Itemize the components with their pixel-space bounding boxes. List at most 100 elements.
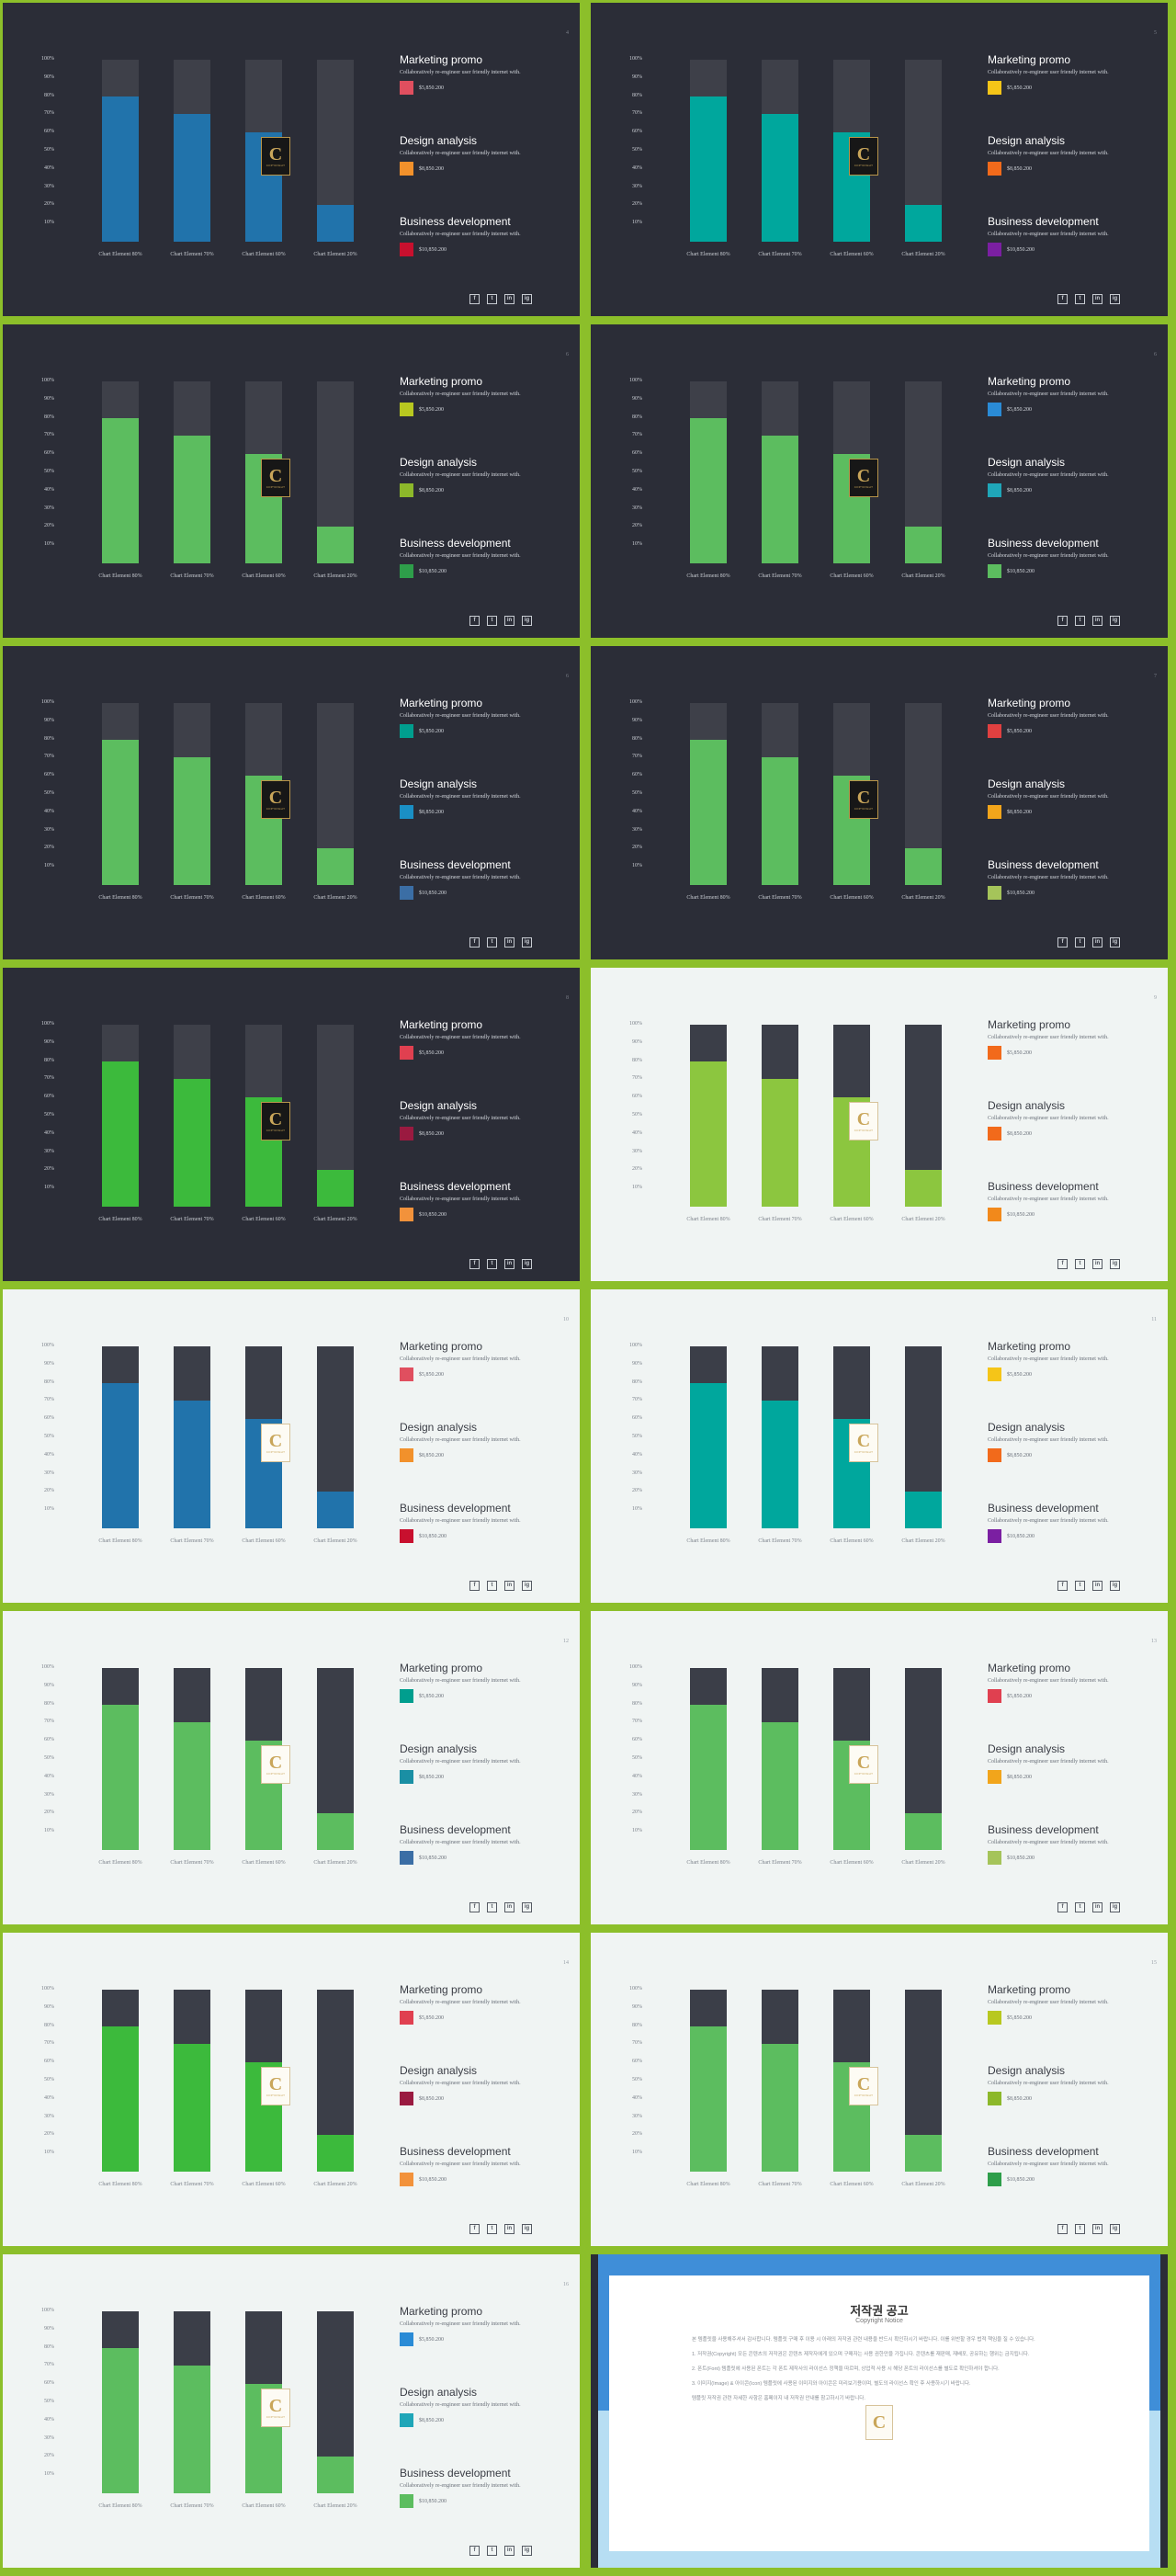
bar <box>102 60 139 242</box>
instagram-icon[interactable]: ig <box>1110 2224 1120 2234</box>
instagram-icon[interactable]: ig <box>522 1902 532 1912</box>
linkedin-icon[interactable]: in <box>504 1581 514 1591</box>
facebook-icon[interactable]: f <box>469 2546 480 2556</box>
facebook-icon[interactable]: f <box>469 1902 480 1912</box>
legend-title: Marketing promo <box>988 53 1071 66</box>
instagram-icon[interactable]: ig <box>522 1259 532 1269</box>
bar <box>317 1346 354 1528</box>
twitter-icon[interactable]: t <box>1075 2224 1085 2234</box>
legend-item: Business development Collaboratively re-e… <box>988 537 1162 578</box>
twitter-icon[interactable]: t <box>1075 616 1085 626</box>
facebook-icon[interactable]: f <box>1057 937 1068 948</box>
twitter-icon[interactable]: t <box>1075 1902 1085 1912</box>
legend-item: Design analysis Collaboratively re-engine… <box>988 134 1162 176</box>
facebook-icon[interactable]: f <box>469 2224 480 2234</box>
linkedin-icon[interactable]: in <box>1092 616 1102 626</box>
linkedin-icon[interactable]: in <box>504 2546 514 2556</box>
twitter-icon[interactable]: t <box>1075 1259 1085 1269</box>
legend-value-row: $5,850.200 <box>400 81 574 95</box>
facebook-icon[interactable]: f <box>469 1259 480 1269</box>
twitter-icon[interactable]: t <box>1075 937 1085 948</box>
y-tick-label: 80% <box>632 92 642 98</box>
bar-fill <box>317 527 354 563</box>
y-tick-label: 10% <box>44 2471 54 2478</box>
twitter-icon[interactable]: t <box>487 1259 497 1269</box>
twitter-icon[interactable]: t <box>487 1581 497 1591</box>
facebook-icon[interactable]: f <box>1057 1902 1068 1912</box>
bar <box>102 1668 139 1850</box>
y-tick-label: 90% <box>44 2003 54 2010</box>
legend-swatch <box>988 81 1001 95</box>
linkedin-icon[interactable]: in <box>1092 1259 1102 1269</box>
bar <box>102 1025 139 1207</box>
legend-title: Design analysis <box>400 2064 478 2077</box>
y-tick-label: 20% <box>44 1166 54 1173</box>
linkedin-icon[interactable]: in <box>504 294 514 304</box>
facebook-icon[interactable]: f <box>469 294 480 304</box>
instagram-icon[interactable]: ig <box>1110 1902 1120 1912</box>
y-tick-label: 70% <box>44 110 54 117</box>
twitter-icon[interactable]: t <box>487 616 497 626</box>
legend-value-row: $10,850.200 <box>988 2173 1162 2186</box>
facebook-icon[interactable]: f <box>1057 616 1068 626</box>
bar-chart: 100% 90% 80% 70% 60% 50% 40% 30% 20% 10% Chart Ele… <box>615 1659 951 1879</box>
category-label: Chart Element 80% <box>686 252 730 257</box>
category-label: Chart Element 20% <box>313 1860 357 1866</box>
instagram-icon[interactable]: ig <box>1110 616 1120 626</box>
social-links: f t in ig <box>469 2224 532 2234</box>
twitter-icon[interactable]: t <box>487 294 497 304</box>
legend-title: Marketing promo <box>988 1983 1071 1996</box>
legend-value: $5,850.200 <box>419 406 444 413</box>
instagram-icon[interactable]: ig <box>1110 1581 1120 1591</box>
facebook-icon[interactable]: f <box>1057 1259 1068 1269</box>
legend-item: Marketing promo Collaboratively re-engine… <box>400 1662 574 1703</box>
instagram-icon[interactable]: ig <box>522 937 532 948</box>
y-tick-label: 80% <box>632 735 642 742</box>
instagram-icon[interactable]: ig <box>522 616 532 626</box>
twitter-icon[interactable]: t <box>487 2546 497 2556</box>
facebook-icon[interactable]: f <box>1057 1581 1068 1591</box>
linkedin-icon[interactable]: in <box>1092 294 1102 304</box>
facebook-icon[interactable]: f <box>469 616 480 626</box>
linkedin-icon[interactable]: in <box>504 1259 514 1269</box>
instagram-icon[interactable]: ig <box>1110 294 1120 304</box>
category-label: Chart Element 20% <box>901 1538 945 1544</box>
facebook-icon[interactable]: f <box>469 937 480 948</box>
twitter-icon[interactable]: t <box>487 1902 497 1912</box>
twitter-icon[interactable]: t <box>487 937 497 948</box>
instagram-icon[interactable]: ig <box>522 1581 532 1591</box>
legend-description: Collaboratively re-engineer user friendl… <box>400 2321 521 2327</box>
legend-description: Collaboratively re-engineer user friendl… <box>988 713 1109 719</box>
bar-fill <box>762 757 798 885</box>
instagram-icon[interactable]: ig <box>1110 1259 1120 1269</box>
linkedin-icon[interactable]: in <box>1092 1902 1102 1912</box>
category-label: Chart Element 20% <box>901 2182 945 2187</box>
y-tick-label: 30% <box>44 2434 54 2441</box>
legend-swatch <box>400 483 413 497</box>
facebook-icon[interactable]: f <box>1057 294 1068 304</box>
facebook-icon[interactable]: f <box>469 1581 480 1591</box>
linkedin-icon[interactable]: in <box>504 616 514 626</box>
twitter-icon[interactable]: t <box>487 2224 497 2234</box>
category-label: Chart Element 60% <box>830 1860 874 1866</box>
twitter-icon[interactable]: t <box>1075 294 1085 304</box>
linkedin-icon[interactable]: in <box>504 1902 514 1912</box>
instagram-icon[interactable]: ig <box>1110 937 1120 948</box>
instagram-icon[interactable]: ig <box>522 2546 532 2556</box>
twitter-icon[interactable]: t <box>1075 1581 1085 1591</box>
linkedin-icon[interactable]: in <box>1092 1581 1102 1591</box>
legend-swatch <box>400 1046 413 1060</box>
instagram-icon[interactable]: ig <box>522 294 532 304</box>
facebook-icon[interactable]: f <box>1057 2224 1068 2234</box>
legend-item: Marketing promo Collaboratively re-engine… <box>400 1983 574 2025</box>
instagram-icon[interactable]: ig <box>522 2224 532 2234</box>
notice-paragraph: 2. 폰트(Font) 템플릿에 사용된 폰트는 각 폰트 제작사의 라이선스 … <box>692 2366 1000 2372</box>
linkedin-icon[interactable]: in <box>504 937 514 948</box>
y-tick-label: 40% <box>632 1129 642 1136</box>
linkedin-icon[interactable]: in <box>504 2224 514 2234</box>
legend-value-row: $5,850.200 <box>400 2011 574 2025</box>
linkedin-icon[interactable]: in <box>1092 2224 1102 2234</box>
bar-fill <box>102 2026 139 2172</box>
bar-chart: 100% 90% 80% 70% 60% 50% 40% 30% 20% 10% Chart Ele… <box>615 1980 951 2201</box>
linkedin-icon[interactable]: in <box>1092 937 1102 948</box>
